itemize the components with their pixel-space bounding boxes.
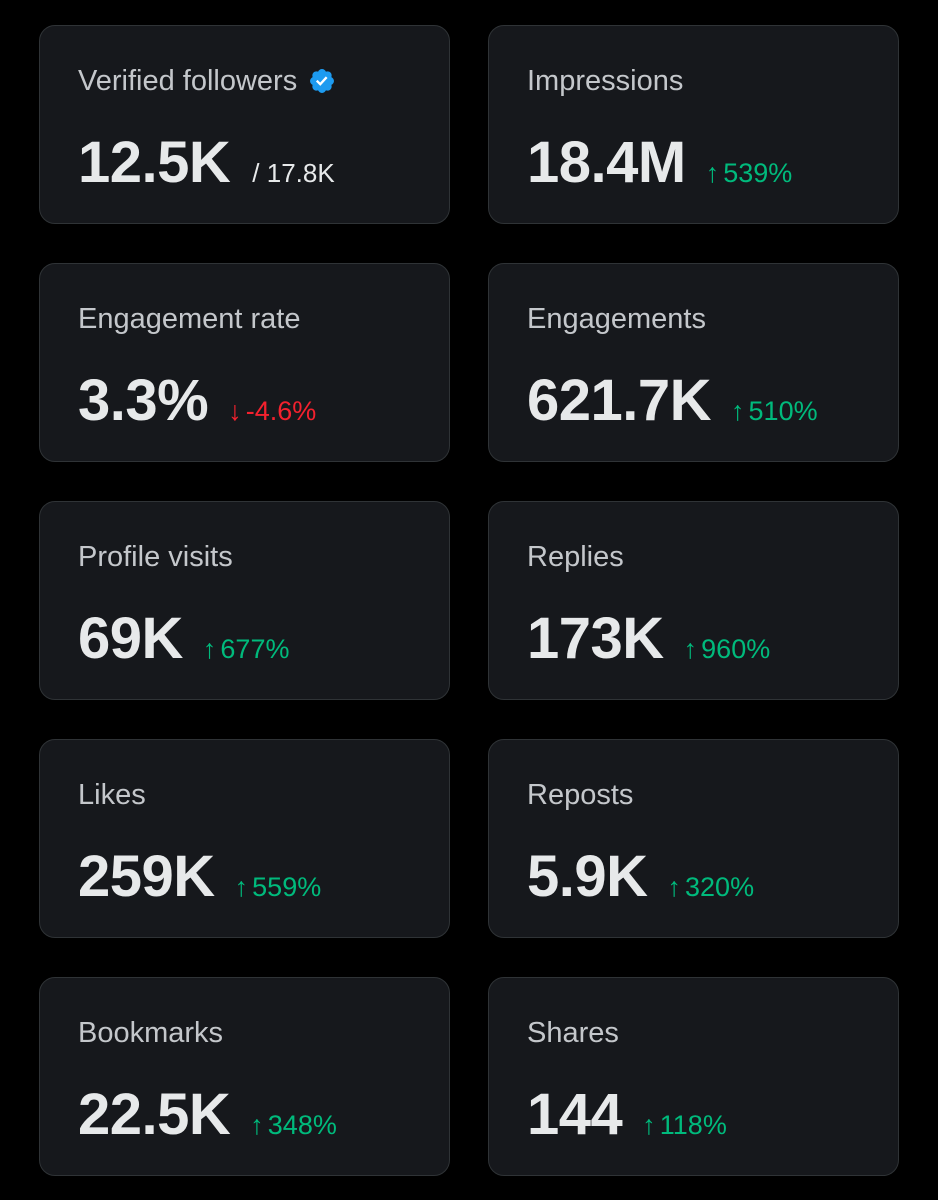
metric-value-row: 22.5K ↑ 348% [78,1082,337,1148]
metric-change: ↑ 348% [250,1110,337,1141]
metric-value: 18.4M [527,130,686,195]
metric-change: ↑ 539% [706,158,793,189]
metric-change-value: 559% [252,872,322,902]
metric-change: ↑ 960% [684,634,771,665]
metric-card-reposts[interactable]: Reposts 5.9K ↑ 320% [488,739,899,938]
metric-change-value: 510% [748,396,818,426]
metric-card-likes[interactable]: Likes 259K ↑ 559% [39,739,450,938]
metric-change-value: 960% [701,634,771,664]
metric-label: Shares [527,1017,619,1049]
metric-card-verified-followers[interactable]: Verified followers 12.5K / 17.8K [39,25,450,224]
metric-label: Profile visits [78,541,233,573]
metric-value: 144 [527,1082,623,1147]
metric-card-engagement-rate[interactable]: Engagement rate 3.3% ↓ -4.6% [39,263,450,462]
metric-value: 173K [527,606,664,671]
metric-change-value: -4.6% [245,396,317,426]
metric-value-row: 18.4M ↑ 539% [527,130,792,196]
metric-value: 5.9K [527,844,648,909]
metric-value-row: 5.9K ↑ 320% [527,844,754,910]
metric-change-value: 118% [659,1110,727,1140]
metric-value-row: 3.3% ↓ -4.6% [78,368,316,434]
metric-value-row: 12.5K / 17.8K [78,130,335,196]
arrow-up-icon: ↑ [705,158,720,188]
metric-label: Engagements [527,303,706,335]
arrow-up-icon: ↑ [642,1110,656,1140]
metric-card-shares[interactable]: Shares 144 ↑ 118% [488,977,899,1176]
arrow-up-icon: ↑ [250,1110,264,1140]
metric-value-row: 621.7K ↑ 510% [527,368,818,434]
metric-label: Reposts [527,779,634,811]
metric-change: ↑ 118% [642,1110,727,1141]
arrow-up-icon: ↑ [234,872,249,902]
metric-change-value: 539% [723,158,793,188]
metric-value: 69K [78,606,183,671]
metric-label: Impressions [527,65,684,97]
metric-change-value: 348% [267,1110,337,1140]
metric-label: Bookmarks [78,1017,224,1049]
metric-label: Likes [78,779,146,811]
metric-value-row: 144 ↑ 118% [527,1082,727,1148]
arrow-up-icon: ↑ [667,872,682,902]
metric-value: 22.5K [78,1082,231,1147]
metric-label: Replies [527,541,624,573]
metric-change-value: 320% [685,872,755,902]
arrow-up-icon: ↑ [202,634,217,664]
metric-total: / 17.8K [252,158,335,188]
metric-change: ↑ 677% [203,634,290,665]
metric-value: 3.3% [78,368,209,433]
metric-value-row: 69K ↑ 677% [78,606,289,672]
metric-change-value: 677% [220,634,290,664]
metrics-grid: Verified followers 12.5K / 17.8K Impress… [39,25,899,1176]
metric-card-bookmarks[interactable]: Bookmarks 22.5K ↑ 348% [39,977,450,1176]
metric-card-replies[interactable]: Replies 173K ↑ 960% [488,501,899,700]
verified-badge-icon [308,67,336,95]
metric-value: 12.5K [78,130,231,195]
metric-change: ↑ 559% [235,872,322,903]
arrow-down-icon: ↓ [228,396,242,426]
metric-card-profile-visits[interactable]: Profile visits 69K ↑ 677% [39,501,450,700]
metric-label-text: Verified followers [78,65,298,97]
metric-change: ↓ -4.6% [228,396,316,427]
metric-change: ↑ 510% [731,396,818,427]
metric-value: 621.7K [527,368,712,433]
metric-label: Engagement rate [78,303,301,335]
metric-value: 259K [78,844,215,909]
metric-card-impressions[interactable]: Impressions 18.4M ↑ 539% [488,25,899,224]
metric-value-row: 173K ↑ 960% [527,606,770,672]
metric-value-row: 259K ↑ 559% [78,844,321,910]
metric-card-engagements[interactable]: Engagements 621.7K ↑ 510% [488,263,899,462]
metric-label: Verified followers [78,64,336,98]
arrow-up-icon: ↑ [683,634,698,664]
metric-change: ↑ 320% [668,872,755,903]
arrow-up-icon: ↑ [731,396,745,426]
